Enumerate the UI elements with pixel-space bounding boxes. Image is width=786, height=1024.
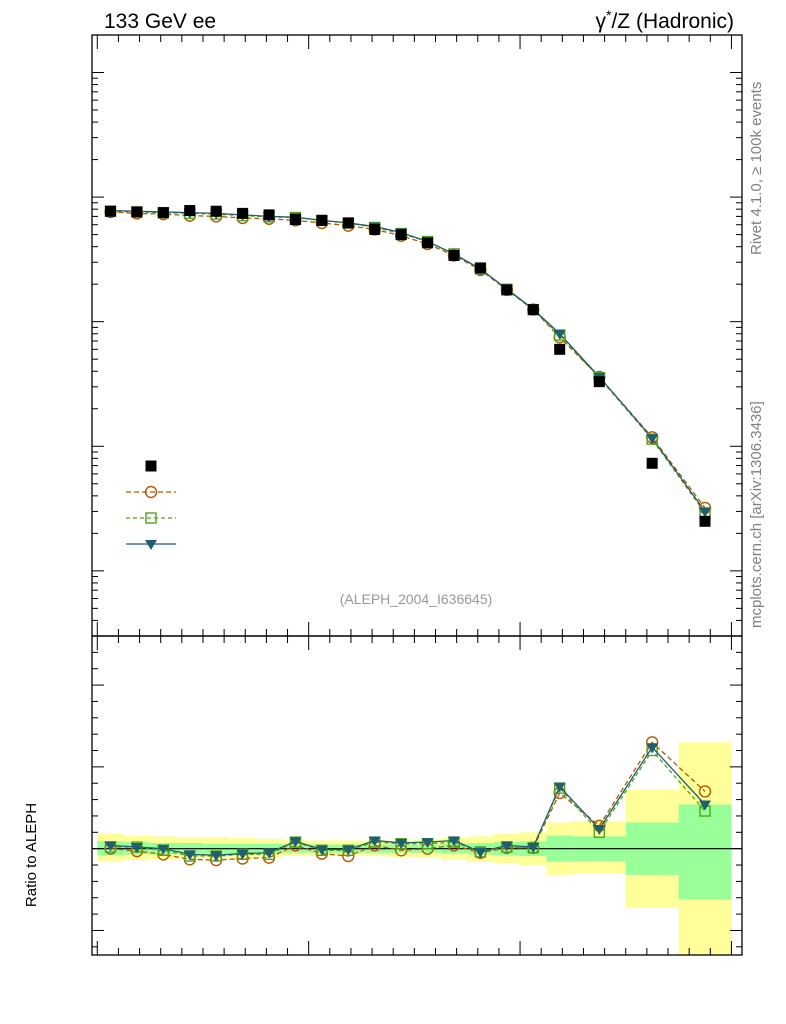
legend-entry — [126, 512, 176, 524]
aleph-data-point — [501, 284, 513, 296]
aleph-data-point — [448, 249, 460, 261]
ratio-point — [593, 825, 606, 836]
aleph-data-point — [646, 457, 658, 469]
aleph-data-point — [210, 205, 222, 217]
aleph-data-point — [263, 209, 275, 221]
main-frame — [91, 34, 743, 637]
ratio-point — [646, 743, 659, 754]
ratio-point — [236, 849, 249, 860]
legend-entry — [126, 540, 176, 550]
ratio-point — [210, 851, 223, 862]
aleph-data-point — [342, 217, 354, 229]
ratio-point — [130, 843, 143, 854]
ratio-y-axis-label: Ratio to ALEPH — [23, 803, 40, 907]
mc-point — [646, 434, 659, 445]
ratio-frame — [91, 635, 743, 956]
legend-entry — [126, 485, 176, 499]
ratio-point — [315, 845, 328, 856]
series-line — [110, 209, 706, 512]
mcplots-label: mcplots.cern.ch [arXiv:1306.3436] — [748, 401, 765, 628]
aleph-data-point — [184, 205, 196, 217]
legend-marker — [145, 460, 157, 472]
ratio-point — [447, 836, 460, 847]
ratio-point — [104, 841, 117, 852]
ratio-point — [183, 850, 196, 861]
ratio-point — [368, 836, 381, 847]
series-line — [110, 211, 706, 509]
mc-point — [699, 507, 712, 518]
legend-marker — [145, 540, 157, 550]
stat-uncertainty-band — [678, 804, 732, 900]
ratio-point — [698, 785, 712, 798]
rivet-version-label: Rivet 4.1.0, ≥ 100k events — [748, 82, 765, 255]
aleph-data-point — [157, 207, 169, 219]
ratio-point — [342, 845, 355, 856]
ratio-point — [474, 847, 487, 858]
aleph-data-point — [395, 229, 407, 241]
ratio-point — [421, 838, 434, 849]
aleph-data-point — [369, 223, 381, 235]
energy-label: 133 GeV ee — [104, 10, 216, 33]
ratio-point — [553, 782, 566, 793]
ratio-panel — [92, 742, 742, 955]
main-data-layer — [104, 205, 712, 527]
aleph-data-point — [474, 262, 486, 274]
ratio-point — [263, 848, 276, 859]
ratio-point — [500, 841, 513, 852]
ratio-point — [289, 837, 302, 848]
legend-marker — [145, 512, 157, 524]
aleph-data-point — [527, 304, 539, 316]
process-label: γ*/Z (Hadronic) — [596, 7, 734, 33]
ratio-point — [699, 800, 712, 811]
ratio-data-layer — [104, 736, 712, 867]
legend-marker — [144, 485, 158, 499]
axes-layer — [91, 34, 743, 956]
aleph-data-point — [554, 343, 566, 355]
mc-point — [553, 329, 566, 340]
aleph-data-point — [237, 207, 249, 219]
aleph-data-point — [131, 206, 143, 218]
series-line — [110, 210, 706, 514]
aleph-data-point — [289, 214, 301, 226]
aleph-data-point — [593, 376, 605, 388]
analysis-reference: (ALEPH_2004_I636645) — [340, 591, 493, 607]
legend-entry — [145, 460, 157, 472]
aleph-data-point — [316, 214, 328, 226]
aleph-data-point — [104, 205, 116, 217]
ratio-point — [395, 838, 408, 849]
ratio-series-line — [110, 741, 706, 861]
legend — [126, 460, 176, 550]
ratio-point — [527, 843, 540, 854]
aleph-data-point — [422, 237, 434, 249]
aleph-data-point — [699, 515, 711, 527]
ratio-point — [157, 844, 170, 855]
